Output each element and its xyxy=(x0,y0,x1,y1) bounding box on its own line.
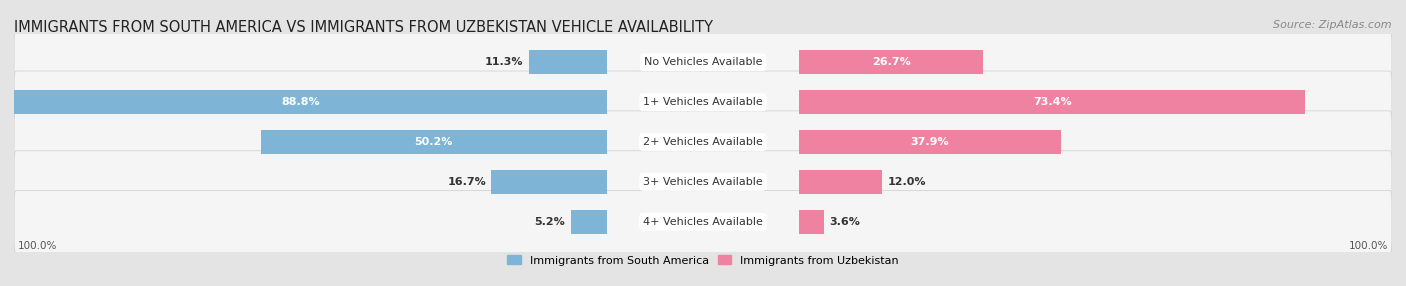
Text: 3+ Vehicles Available: 3+ Vehicles Available xyxy=(643,177,763,187)
Text: 12.0%: 12.0% xyxy=(887,177,927,187)
Text: 26.7%: 26.7% xyxy=(872,57,911,67)
Text: 4+ Vehicles Available: 4+ Vehicles Available xyxy=(643,217,763,227)
Text: Source: ZipAtlas.com: Source: ZipAtlas.com xyxy=(1274,20,1392,30)
FancyBboxPatch shape xyxy=(14,71,1392,133)
Text: 1+ Vehicles Available: 1+ Vehicles Available xyxy=(643,97,763,107)
Text: 5.2%: 5.2% xyxy=(534,217,565,227)
Text: 100.0%: 100.0% xyxy=(17,241,56,251)
Text: 16.7%: 16.7% xyxy=(447,177,486,187)
FancyBboxPatch shape xyxy=(14,151,1392,213)
Bar xyxy=(260,130,606,154)
Bar xyxy=(800,210,824,234)
Text: 88.8%: 88.8% xyxy=(281,97,321,107)
Bar xyxy=(800,50,983,74)
Text: 2+ Vehicles Available: 2+ Vehicles Available xyxy=(643,137,763,147)
Text: IMMIGRANTS FROM SOUTH AMERICA VS IMMIGRANTS FROM UZBEKISTAN VEHICLE AVAILABILITY: IMMIGRANTS FROM SOUTH AMERICA VS IMMIGRA… xyxy=(14,20,713,35)
Text: 3.6%: 3.6% xyxy=(830,217,860,227)
FancyBboxPatch shape xyxy=(14,31,1392,93)
Text: No Vehicles Available: No Vehicles Available xyxy=(644,57,762,67)
Bar xyxy=(571,210,606,234)
Text: 37.9%: 37.9% xyxy=(911,137,949,147)
Text: 73.4%: 73.4% xyxy=(1033,97,1071,107)
Bar xyxy=(800,130,1060,154)
Legend: Immigrants from South America, Immigrants from Uzbekistan: Immigrants from South America, Immigrant… xyxy=(508,255,898,266)
Bar xyxy=(800,170,882,194)
Text: 50.2%: 50.2% xyxy=(415,137,453,147)
FancyBboxPatch shape xyxy=(14,191,1392,253)
Bar xyxy=(0,90,606,114)
Bar xyxy=(529,50,606,74)
Text: 11.3%: 11.3% xyxy=(485,57,523,67)
Bar xyxy=(492,170,606,194)
Text: 100.0%: 100.0% xyxy=(1350,241,1389,251)
Bar xyxy=(800,90,1305,114)
FancyBboxPatch shape xyxy=(14,111,1392,173)
